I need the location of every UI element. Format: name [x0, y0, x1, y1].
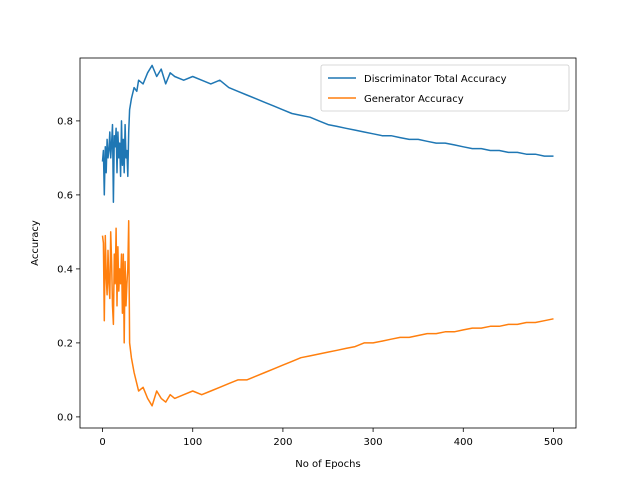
y-tick-label: 0.6: [57, 190, 73, 201]
x-tick-label: 0: [99, 437, 105, 448]
y-axis: 0.0 0.2 0.4 0.6 0.8: [57, 116, 80, 423]
plot-frame: [79, 57, 577, 429]
y-tick-label: 0.4: [57, 264, 73, 275]
legend-label-1: Generator Accuracy: [364, 94, 464, 105]
y-axis-label: Accuracy: [30, 220, 41, 266]
legend: Discriminator Total Accuracy Generator Ac…: [320, 64, 570, 112]
series-line-1: [101, 220, 554, 407]
y-tick-label: 0.8: [57, 116, 73, 127]
y-tick-label: 0.0: [57, 412, 73, 423]
y-tick-label: 0.2: [57, 338, 73, 349]
x-tick-label: 500: [544, 437, 563, 448]
legend-box: [320, 64, 570, 112]
series-line-0: [101, 64, 554, 204]
plot-lines: [101, 64, 554, 407]
x-tick-label: 400: [454, 437, 473, 448]
x-axis: 0 100 200 300 400 500: [99, 428, 563, 448]
x-tick-label: 300: [364, 437, 383, 448]
x-tick-label: 200: [273, 437, 292, 448]
legend-label-0: Discriminator Total Accuracy: [364, 74, 507, 85]
x-tick-label: 100: [183, 437, 202, 448]
x-axis-label: No of Epochs: [295, 459, 360, 470]
